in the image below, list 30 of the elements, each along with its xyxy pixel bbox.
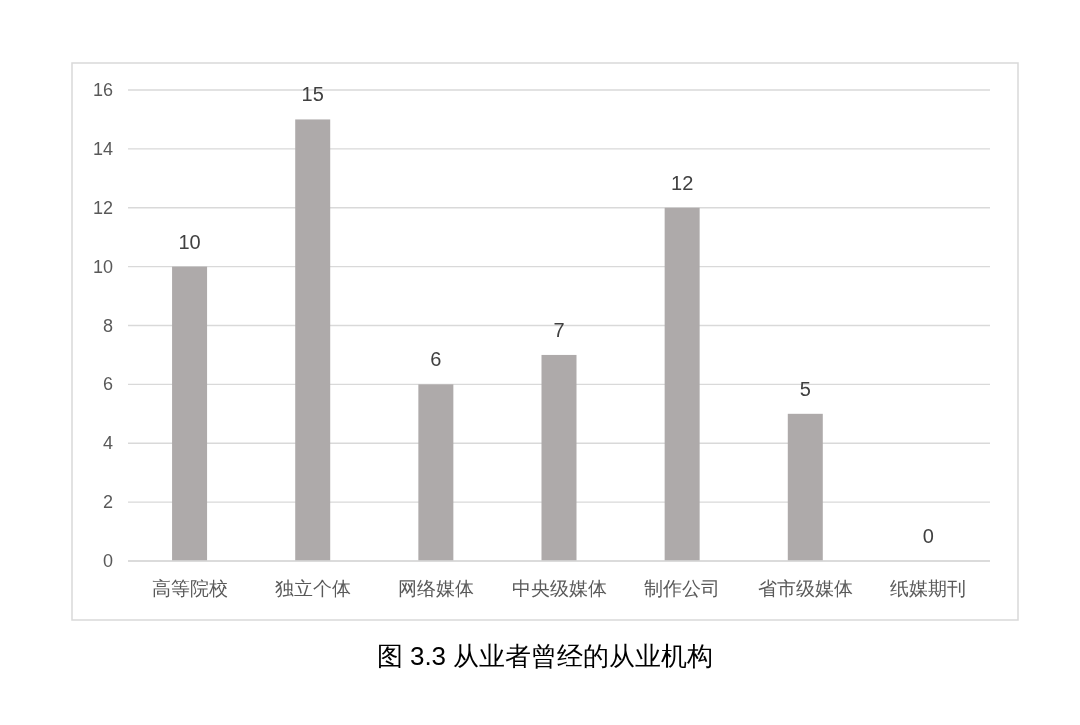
x-tick-label: 制作公司: [644, 578, 721, 599]
y-tick-label: 0: [102, 551, 113, 571]
data-label: 15: [301, 83, 324, 106]
data-label: 0: [922, 525, 934, 547]
data-label: 12: [671, 171, 694, 194]
x-tick-label: 独立个体: [274, 578, 351, 599]
y-tick-label: 8: [102, 315, 113, 336]
data-label: 6: [430, 348, 442, 371]
bar: [664, 207, 700, 561]
bar: [787, 413, 823, 561]
x-tick-label: 高等院校: [151, 578, 228, 599]
x-tick-label: 纸媒期刊: [890, 578, 967, 599]
data-label: 5: [799, 377, 811, 400]
bar: [541, 354, 577, 561]
y-tick-label: 14: [92, 138, 113, 159]
y-tick-label: 4: [102, 433, 113, 454]
y-tick-label: 6: [102, 374, 113, 395]
y-tick-label: 2: [102, 492, 113, 513]
caption: 图 3.3 从业者曾经的从业机构: [376, 641, 714, 671]
x-tick-label: 省市级媒体: [757, 578, 853, 599]
y-tick-label: 10: [92, 256, 113, 277]
bar: [418, 384, 454, 561]
x-tick-label: 中央级媒体: [511, 578, 607, 599]
data-label: 7: [553, 318, 565, 341]
data-label: 10: [178, 230, 201, 253]
y-tick-label: 16: [92, 80, 113, 100]
y-tick-label: 12: [92, 197, 113, 218]
x-tick-label: 网络媒体: [397, 578, 474, 599]
bar: [295, 119, 331, 561]
bar: [172, 266, 208, 561]
